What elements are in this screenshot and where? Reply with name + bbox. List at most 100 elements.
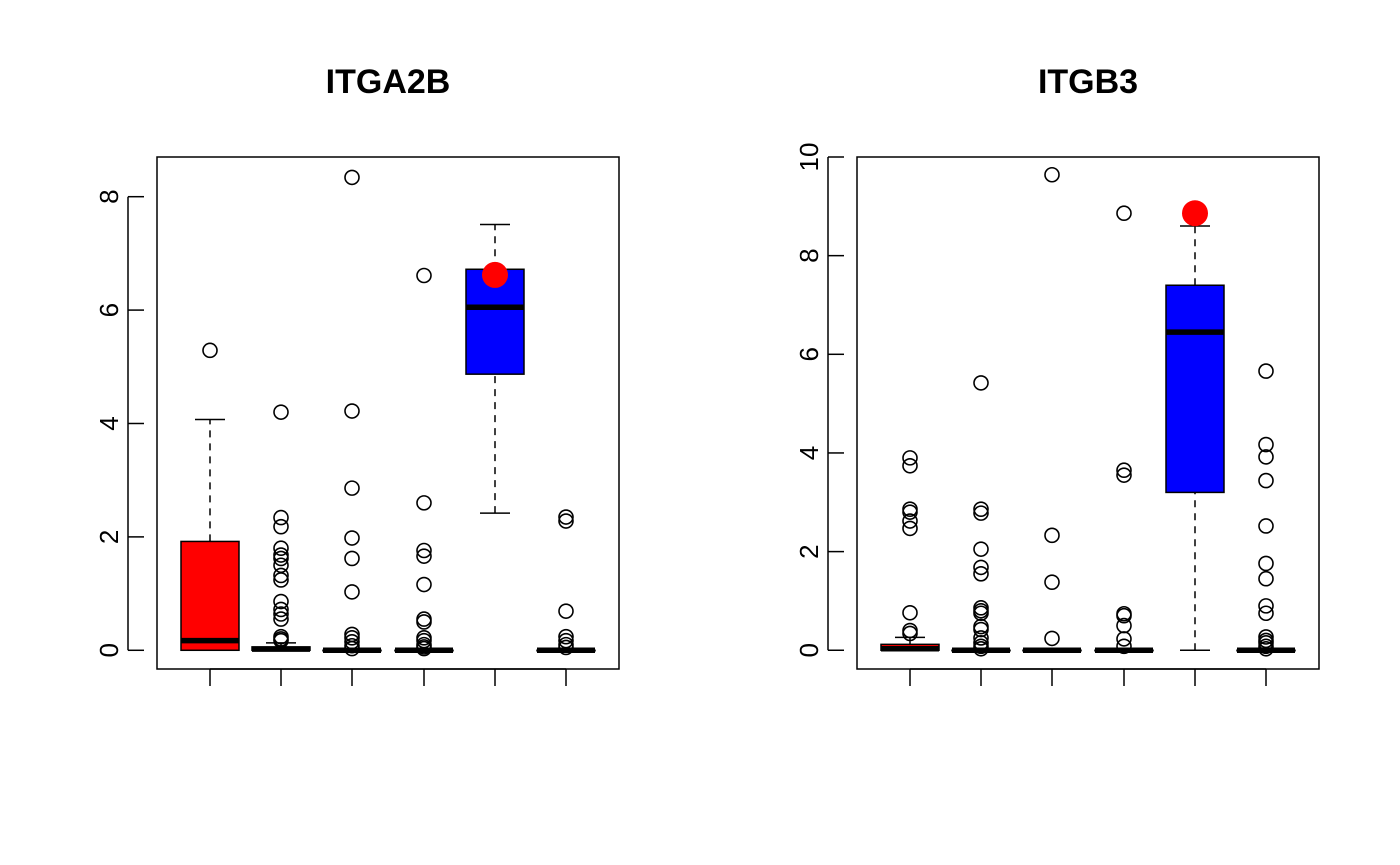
outlier-point — [973, 375, 989, 391]
outlier-point — [416, 614, 432, 630]
plot-frame — [856, 156, 1320, 670]
outlier-point — [273, 550, 289, 567]
outlier-point — [273, 593, 289, 610]
chart-panel-itgb3: ITGB3 0 2 4 6 8 10 — [794, 63, 1320, 686]
outlier-point — [1044, 630, 1060, 647]
outlier-point — [1116, 638, 1132, 655]
outlier-point — [1258, 436, 1274, 453]
outlier-point — [416, 576, 432, 593]
outlier-point — [902, 513, 918, 529]
outlier-point — [1116, 467, 1132, 483]
box-group — [880, 450, 940, 652]
outlier-point — [344, 633, 360, 650]
box-group — [251, 404, 311, 652]
outlier-point — [902, 450, 918, 466]
outlier-point — [416, 542, 432, 559]
outlier-point — [273, 601, 289, 618]
outlier-point — [416, 632, 432, 649]
y-tick-label: 10 — [794, 143, 824, 172]
outlier-point — [1258, 629, 1274, 645]
box-group — [465, 223, 525, 514]
outlier-point — [273, 632, 289, 649]
outlier-point — [273, 606, 289, 622]
y-tick-label: 8 — [794, 248, 824, 262]
outlier-point — [558, 509, 574, 525]
y-tick-label: 2 — [94, 530, 124, 544]
outlier-point — [1044, 166, 1060, 183]
outlier-point — [1258, 555, 1274, 572]
y-tick-label: 0 — [794, 643, 824, 657]
y-tick-label: 4 — [94, 416, 124, 430]
outlier-point — [273, 567, 289, 584]
plot-area: 0 2 4 6 8 — [94, 169, 596, 686]
outlier-point — [1116, 607, 1132, 624]
outlier-point — [1258, 472, 1274, 489]
box-group — [394, 267, 454, 657]
outlier-point — [1116, 631, 1132, 647]
chart-title: ITGA2B — [326, 63, 451, 101]
plot-frame — [156, 156, 620, 670]
plot-area: 0 2 4 6 8 10 — [794, 143, 1296, 686]
outlier-point — [902, 520, 918, 537]
outlier-point — [273, 611, 289, 627]
outlier-point — [1258, 598, 1274, 614]
outlier-point — [344, 530, 360, 546]
outlier-point — [973, 630, 989, 646]
outlier-point — [416, 548, 432, 564]
outlier-point — [273, 518, 289, 535]
box-iqr — [1165, 284, 1225, 494]
outlier-point — [558, 632, 574, 649]
outlier-point — [558, 603, 574, 619]
y-tick-label: 4 — [794, 446, 824, 460]
outlier-point — [344, 630, 360, 646]
outlier-point — [416, 267, 432, 284]
outlier-point — [344, 640, 360, 657]
box-group — [536, 509, 596, 656]
box-iqr — [180, 540, 240, 652]
outlier-point — [1258, 363, 1274, 379]
outlier-point — [1044, 527, 1060, 544]
box-group — [1094, 205, 1154, 655]
outlier-point — [558, 513, 574, 529]
outlier-point — [344, 480, 360, 496]
box-group — [1236, 363, 1296, 657]
y-tick-label: 6 — [794, 347, 824, 361]
outlier-point — [1258, 635, 1274, 651]
outlier-point — [416, 640, 432, 657]
outlier-point — [416, 495, 432, 511]
outlier-point — [1258, 605, 1274, 622]
outlier-point — [202, 342, 218, 359]
highlight-point — [482, 261, 508, 288]
chart-panel-itga2b: ITGA2B 0 2 4 6 8 — [94, 63, 620, 686]
outlier-point — [1258, 640, 1274, 657]
box-group — [951, 375, 1011, 657]
outlier-point — [902, 604, 918, 621]
outlier-point — [1258, 449, 1274, 465]
outlier-point — [558, 628, 574, 645]
outlier-point — [1258, 518, 1274, 534]
outlier-point — [1116, 462, 1132, 479]
box-group — [180, 342, 240, 652]
y-tick-label: 0 — [94, 643, 124, 657]
chart-title: ITGB3 — [1038, 63, 1138, 101]
highlight-point — [1182, 200, 1208, 227]
outlier-point — [273, 540, 289, 557]
outlier-point — [558, 639, 574, 656]
outlier-point — [902, 504, 918, 520]
outlier-point — [1044, 574, 1060, 590]
outlier-point — [344, 584, 360, 600]
outlier-point — [902, 457, 918, 474]
box-group — [1165, 200, 1225, 652]
outlier-point — [273, 404, 289, 420]
outlier-point — [344, 403, 360, 419]
outlier-point — [973, 541, 989, 557]
outlier-point — [1116, 205, 1132, 222]
box-group — [1022, 166, 1082, 654]
outlier-point — [273, 509, 289, 526]
outlier-point — [344, 169, 360, 186]
outlier-point — [973, 635, 989, 651]
outlier-point — [902, 625, 918, 642]
outlier-point — [973, 501, 989, 517]
outlier-point — [344, 550, 360, 567]
outlier-point — [273, 572, 289, 588]
